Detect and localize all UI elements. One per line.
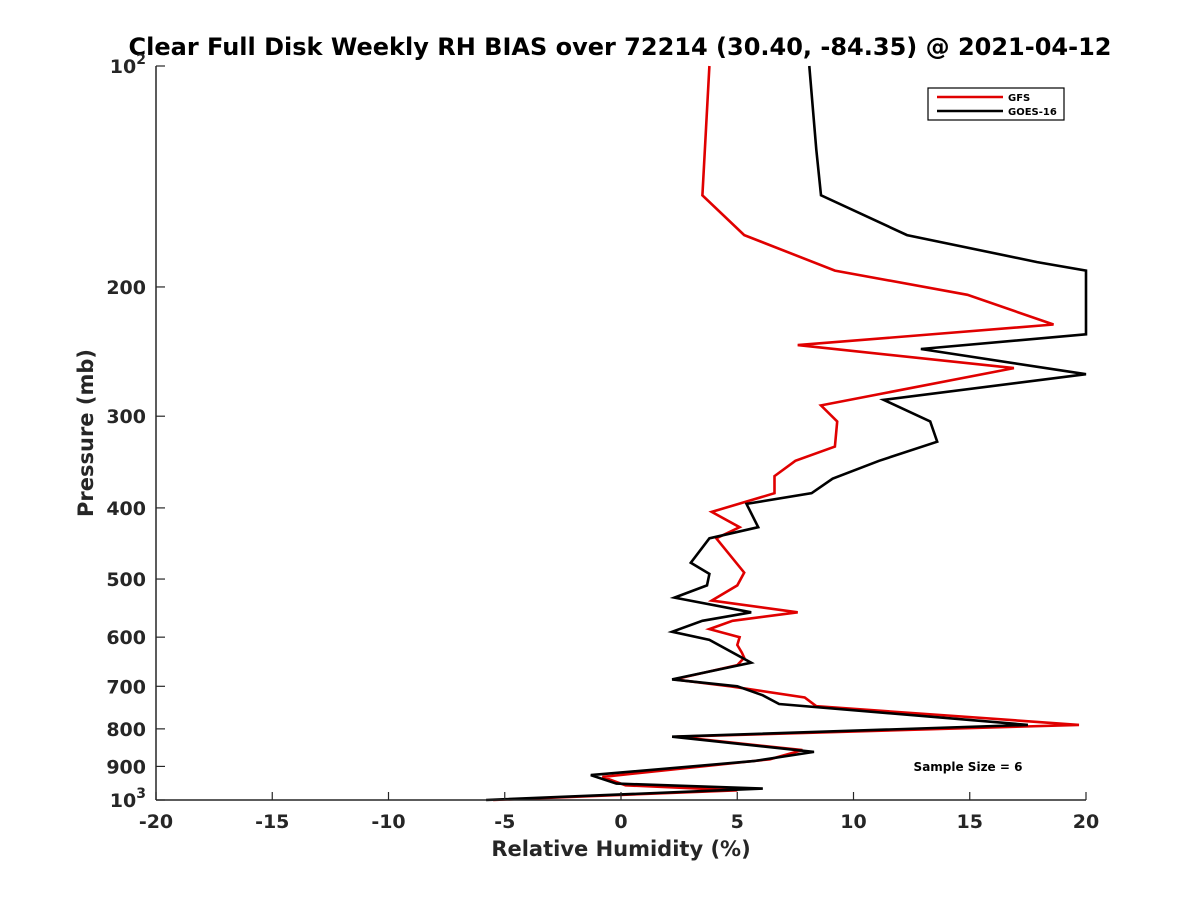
x-tick-label: 0 (614, 811, 627, 833)
y-tick-label-base: 900 (106, 756, 146, 778)
x-tick-label: 10 (840, 811, 866, 833)
y-tick-label-base: 600 (106, 627, 146, 649)
x-tick-label: 5 (731, 811, 744, 833)
y-tick-label-base: 800 (106, 719, 146, 741)
y-tick-label: 500 (106, 569, 146, 591)
y-tick-label-base: 700 (106, 676, 146, 698)
x-tick-label: -5 (494, 811, 515, 833)
x-tick-label: -10 (371, 811, 405, 833)
series-line-goes16 (486, 65, 1088, 802)
legend-label-gfs: GFS (1008, 93, 1030, 104)
x-axis-ticks: -20 -15 -10 -5 0 5 10 15 20 (139, 792, 1099, 833)
x-tick-label: -15 (255, 811, 289, 833)
y-tick-label: 900 (106, 756, 146, 778)
y-tick-label: 200 (106, 277, 146, 299)
x-tick-label: 20 (1073, 811, 1099, 833)
legend-label-goes16: GOES-16 (1008, 107, 1057, 118)
y-tick-label: 400 (106, 498, 146, 520)
plot-background (156, 66, 1086, 800)
y-tick-label: 102 (110, 52, 146, 78)
y-tick-label-base: 200 (106, 277, 146, 299)
x-tick-label: -20 (139, 811, 173, 833)
sample-size-annotation: Sample Size = 6 (914, 760, 1023, 774)
plot-area: -20 -15 -10 -5 0 5 10 15 20 10220030040050060070… (106, 52, 1099, 833)
series-layer (486, 65, 1088, 802)
y-tick-label: 103 (110, 786, 146, 812)
y-axis-label: Pressure (mb) (74, 349, 98, 517)
y-tick-label-exponent: 3 (136, 786, 146, 802)
chart-title: Clear Full Disk Weekly RH BIAS over 7221… (129, 33, 1112, 61)
y-tick-label: 300 (106, 406, 146, 428)
y-tick-label: 600 (106, 627, 146, 649)
legend: GFS GOES-16 (927, 87, 1065, 121)
y-tick-label-exponent: 2 (136, 52, 146, 68)
y-tick-label-base: 10 (110, 790, 136, 812)
y-tick-label-base: 500 (106, 569, 146, 591)
y-tick-label-base: 10 (110, 56, 136, 78)
y-tick-label: 700 (106, 676, 146, 698)
x-tick-label: 15 (957, 811, 983, 833)
y-tick-label-base: 300 (106, 406, 146, 428)
legend-box (927, 87, 1065, 121)
x-axis-label: Relative Humidity (%) (491, 837, 750, 861)
y-tick-label-base: 400 (106, 498, 146, 520)
y-tick-label: 800 (106, 719, 146, 741)
